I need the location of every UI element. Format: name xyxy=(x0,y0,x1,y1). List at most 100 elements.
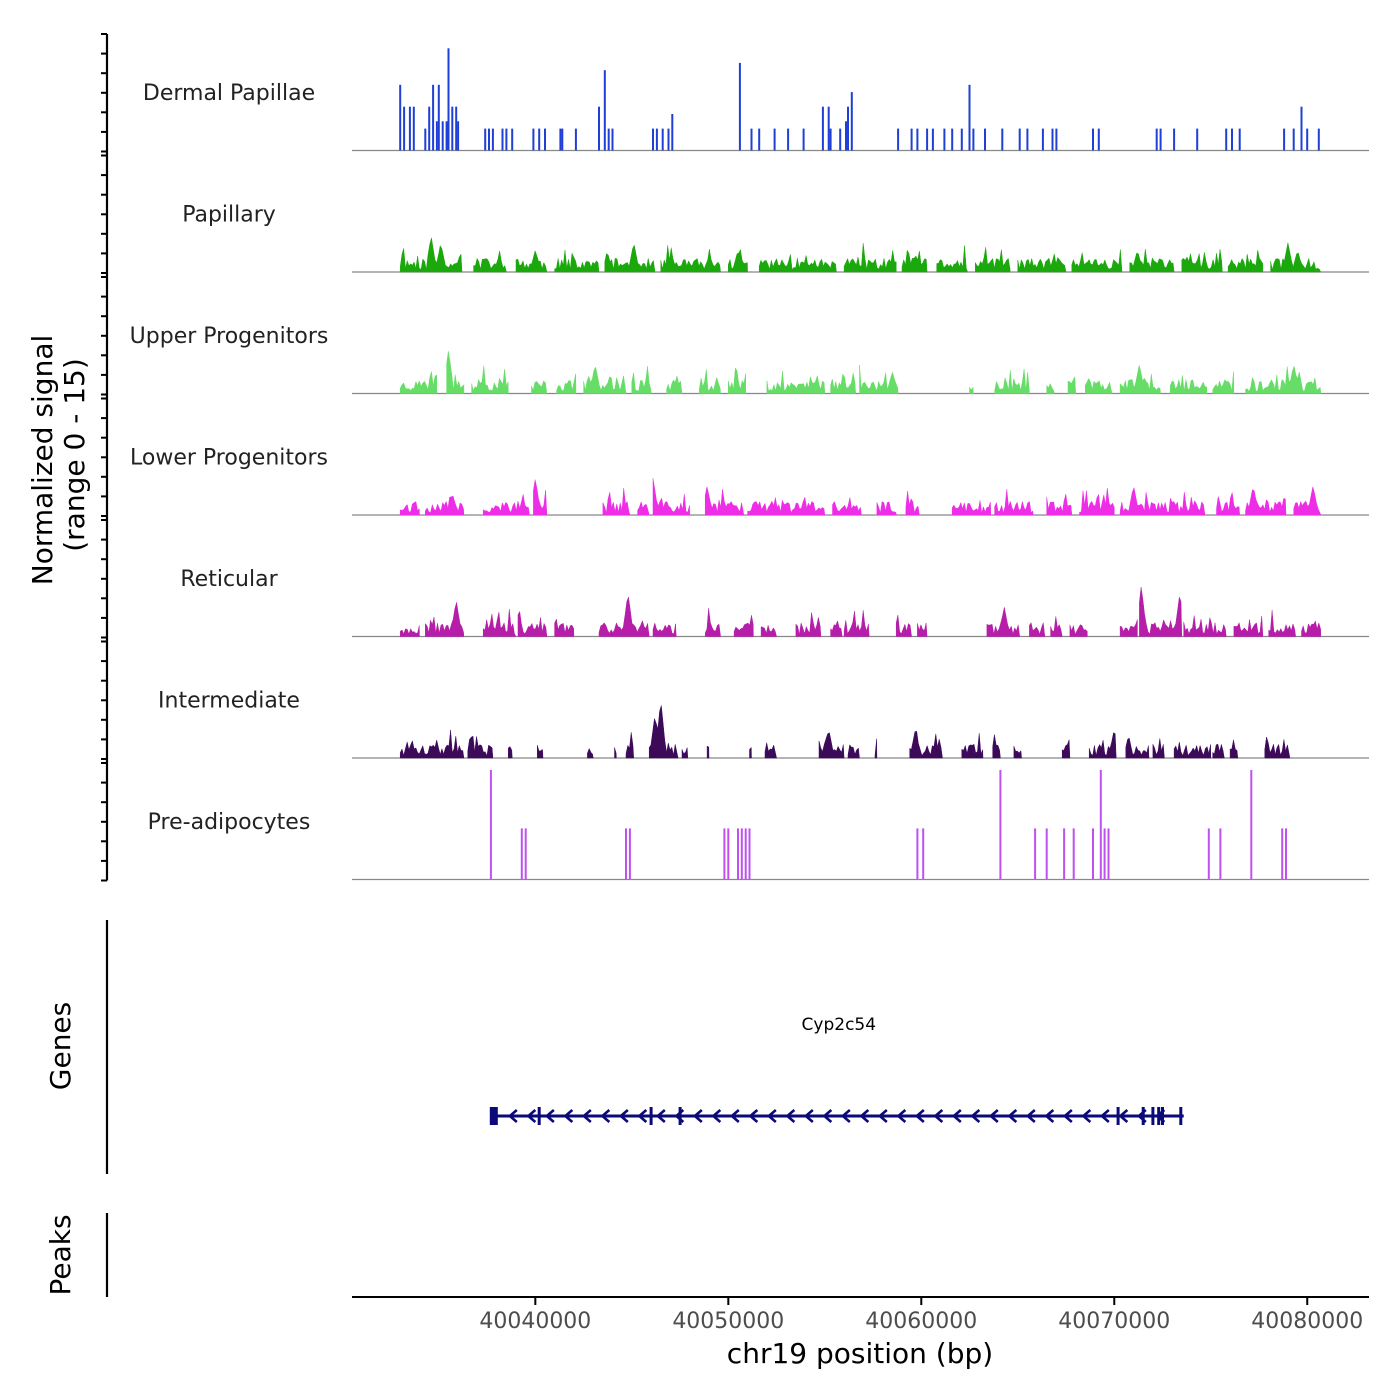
signal-spike xyxy=(559,128,562,151)
strand-arrow xyxy=(933,1109,944,1123)
signal-area xyxy=(471,365,509,394)
signal-spike xyxy=(1159,128,1162,151)
signal-area xyxy=(876,501,897,516)
signal-spike xyxy=(447,48,450,151)
signal-spike xyxy=(916,828,919,880)
signal-spike xyxy=(445,121,448,151)
signal-spike xyxy=(1300,106,1303,151)
strand-arrow xyxy=(1025,1109,1036,1123)
signal-spike xyxy=(943,128,946,151)
exon xyxy=(649,1107,653,1125)
signal-spike xyxy=(1107,828,1110,880)
signal-spike xyxy=(1092,128,1094,151)
strand-arrow xyxy=(914,1109,925,1123)
signal-spike xyxy=(538,128,541,151)
signal-spike xyxy=(1231,128,1233,151)
signal-area xyxy=(1088,732,1117,759)
signal-spike xyxy=(1281,828,1284,880)
y-axis-sublabel: (range 0 - 15) xyxy=(58,358,91,552)
signal-spike xyxy=(839,128,842,151)
signal-spike xyxy=(1306,128,1309,151)
signal-area xyxy=(631,366,652,394)
signal-area xyxy=(1050,616,1063,637)
strand-arrow xyxy=(526,1109,537,1123)
strand-arrow xyxy=(581,1109,592,1123)
signal-spike xyxy=(532,128,535,151)
signal-area xyxy=(874,738,878,759)
signal-spike xyxy=(671,114,674,151)
signal-area xyxy=(843,610,870,637)
signal-spike xyxy=(916,128,919,151)
signal-spike xyxy=(441,121,444,151)
signal-area xyxy=(699,369,721,394)
signal-area xyxy=(1046,494,1073,516)
signal-area xyxy=(1183,615,1227,637)
signal-spike xyxy=(511,128,514,151)
signal-area xyxy=(1013,746,1022,759)
signal-area xyxy=(604,244,656,273)
signal-spike xyxy=(611,128,614,151)
signal-area xyxy=(1233,615,1264,637)
signal-area xyxy=(733,615,754,637)
strand-arrow xyxy=(1007,1109,1018,1123)
signal-area xyxy=(1293,486,1322,516)
strand-arrow xyxy=(1099,1109,1110,1123)
x-axis-label: chr19 position (bp) xyxy=(727,1337,993,1370)
x-axis: chr19 position (bp) 40040000 40050000 4006… xyxy=(352,1296,1369,1370)
strand-arrow xyxy=(1118,1109,1129,1123)
signal-spike xyxy=(505,128,508,151)
signal-spike xyxy=(827,106,830,151)
signal-spike xyxy=(457,121,460,151)
signal-spike xyxy=(491,128,494,151)
signal-area xyxy=(1227,250,1264,273)
signal-spike xyxy=(1196,128,1199,151)
strand-arrow xyxy=(1062,1109,1073,1123)
signal-spike xyxy=(607,128,610,151)
signal-spike xyxy=(1072,828,1075,880)
signal-area xyxy=(446,351,465,394)
y-axis-label: Normalized signal xyxy=(26,335,59,586)
signal-spike xyxy=(727,828,730,880)
signal-area xyxy=(747,496,826,516)
signal-spike xyxy=(1026,128,1029,151)
signal-spike xyxy=(773,128,776,151)
signal-area xyxy=(986,607,1020,637)
strand-arrow xyxy=(785,1109,796,1123)
x-tick-label: 40050000 xyxy=(672,1309,784,1334)
exon xyxy=(1116,1107,1120,1125)
signal-area xyxy=(1152,738,1165,759)
signal-spike xyxy=(910,128,913,151)
exon xyxy=(1141,1107,1145,1125)
signal-spike xyxy=(1092,828,1094,880)
signal-area xyxy=(1061,739,1071,759)
signal-area xyxy=(399,501,420,516)
signal-area xyxy=(969,386,974,394)
signal-area xyxy=(975,247,1011,273)
strand-arrow xyxy=(766,1109,777,1123)
signal-spike xyxy=(1238,128,1241,151)
exon xyxy=(1179,1107,1183,1125)
signal-spike xyxy=(1173,128,1176,151)
signal-area xyxy=(652,622,677,637)
signal-spike xyxy=(428,106,431,151)
signal-spike xyxy=(544,128,546,151)
signal-spike xyxy=(1018,128,1021,151)
signal-area xyxy=(1119,486,1206,516)
signal-area xyxy=(994,368,1030,394)
signal-area xyxy=(482,494,530,516)
track-lower-progenitors: Lower Progenitors xyxy=(130,446,1369,516)
exon xyxy=(678,1107,682,1125)
signal-spike xyxy=(1292,128,1295,151)
signal-area xyxy=(728,248,748,273)
signal-area xyxy=(830,372,856,394)
signal-spike xyxy=(1041,128,1044,151)
signal-spike xyxy=(435,121,438,151)
signal-spike xyxy=(603,70,606,151)
signal-area xyxy=(706,745,710,759)
signal-area xyxy=(515,249,548,273)
signal-area xyxy=(992,734,1001,759)
signal-area xyxy=(681,747,689,759)
signal-spike xyxy=(1045,828,1048,880)
signal-area xyxy=(909,730,943,759)
